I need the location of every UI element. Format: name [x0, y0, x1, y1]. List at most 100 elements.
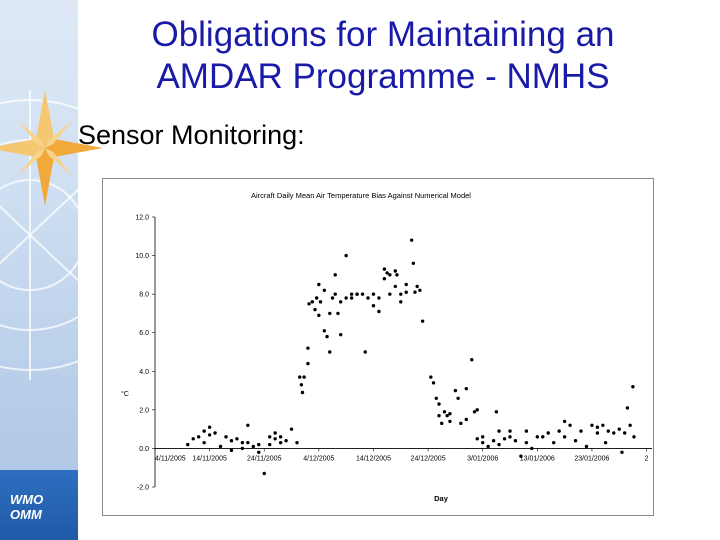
y-tick-label: 2.0: [139, 407, 149, 414]
data-point: [191, 437, 195, 441]
x-tick-label: 24/12/2005: [411, 455, 446, 462]
data-point: [235, 437, 239, 441]
data-point: [464, 386, 469, 391]
title-line-2: AMDAR Programme - NMHS: [156, 57, 610, 96]
data-point: [295, 440, 299, 445]
data-point: [632, 435, 636, 439]
data-point: [513, 439, 518, 443]
data-point: [434, 396, 438, 400]
data-point: [497, 429, 501, 433]
data-point: [546, 431, 550, 435]
data-point: [328, 350, 332, 354]
data-point: [395, 273, 399, 277]
data-point: [453, 388, 458, 393]
data-point: [307, 302, 311, 306]
title-line-1: Obligations for Maintaining an: [151, 15, 615, 54]
data-point: [491, 439, 496, 443]
y-tick-label: 4.0: [139, 369, 149, 376]
data-point: [595, 425, 600, 429]
data-point: [530, 446, 534, 451]
data-point: [418, 288, 422, 292]
data-point: [399, 300, 403, 304]
x-tick-label: 13/01/2006: [520, 455, 555, 462]
data-point: [317, 313, 321, 318]
data-point: [385, 271, 389, 275]
data-point: [246, 423, 250, 427]
y-tick-label: 6.0: [139, 330, 149, 337]
data-point: [445, 413, 449, 418]
data-point: [603, 440, 608, 445]
data-point: [420, 319, 425, 323]
data-point: [382, 267, 387, 271]
data-point: [472, 410, 477, 414]
data-point: [213, 431, 217, 435]
data-point: [333, 292, 337, 296]
data-point: [284, 439, 288, 443]
data-point: [299, 383, 304, 387]
data-point: [240, 440, 245, 445]
data-point: [328, 311, 332, 316]
data-point: [336, 311, 340, 316]
chart-points: [186, 238, 636, 476]
data-point: [519, 454, 523, 458]
data-point: [448, 412, 452, 416]
data-point: [562, 419, 567, 424]
data-point: [557, 429, 561, 433]
data-point: [502, 437, 507, 441]
x-tick-label: 14/12/2005: [356, 455, 391, 462]
data-point: [617, 427, 621, 431]
scatter-chart: Aircraft Daily Mean Air Temperature Bias…: [121, 191, 652, 503]
slide-title: Obligations for Maintaining an AMDAR Pro…: [98, 14, 668, 98]
data-point: [508, 429, 512, 433]
x-tick-label: 23/01/2006: [574, 455, 609, 462]
chart-axes: 12.0 10.0 8.0 6.0 4.0 2.0 0.0 -2.0 4/11/2005 14/1…: [135, 215, 652, 492]
data-point: [568, 423, 572, 427]
x-tick-label: 3/01/2006: [467, 455, 498, 462]
data-point: [314, 296, 319, 300]
data-point: [251, 444, 256, 449]
data-point: [322, 329, 327, 333]
data-point: [404, 290, 408, 294]
data-point: [377, 309, 381, 314]
data-point: [399, 292, 403, 296]
data-point: [631, 385, 635, 389]
data-point: [442, 410, 447, 414]
data-point: [310, 300, 314, 304]
data-point: [218, 444, 223, 449]
data-point: [497, 442, 501, 447]
slide-subtitle: Sensor Monitoring:: [78, 120, 305, 150]
data-point: [202, 440, 206, 445]
data-point: [302, 375, 306, 379]
x-tick-label: 4/11/2005: [155, 455, 186, 462]
data-point: [620, 450, 624, 454]
data-point: [366, 296, 370, 300]
data-point: [224, 435, 228, 439]
x-tick-label: 2: [645, 455, 649, 462]
data-point: [371, 292, 376, 296]
data-point: [388, 273, 392, 277]
data-point: [440, 421, 444, 426]
data-point: [524, 440, 529, 445]
data-point: [448, 419, 452, 424]
data-point: [207, 425, 212, 429]
data-point: [257, 450, 261, 454]
data-point: [377, 296, 381, 300]
wmo-logo: WMO OMM: [10, 492, 43, 522]
data-point: [429, 375, 433, 379]
data-point: [584, 444, 589, 449]
data-point: [480, 440, 485, 445]
data-point: [273, 431, 277, 435]
data-point: [480, 435, 485, 439]
data-point: [246, 440, 250, 445]
data-point: [382, 277, 387, 281]
data-point: [330, 296, 335, 300]
y-tick-label: 8.0: [139, 292, 149, 299]
data-point: [313, 307, 317, 312]
data-point: [298, 375, 302, 379]
data-point: [262, 471, 266, 476]
data-point: [371, 304, 376, 308]
x-axis-label: Day: [434, 494, 449, 503]
data-point: [437, 413, 441, 418]
data-point: [318, 300, 323, 304]
data-point: [186, 442, 190, 447]
